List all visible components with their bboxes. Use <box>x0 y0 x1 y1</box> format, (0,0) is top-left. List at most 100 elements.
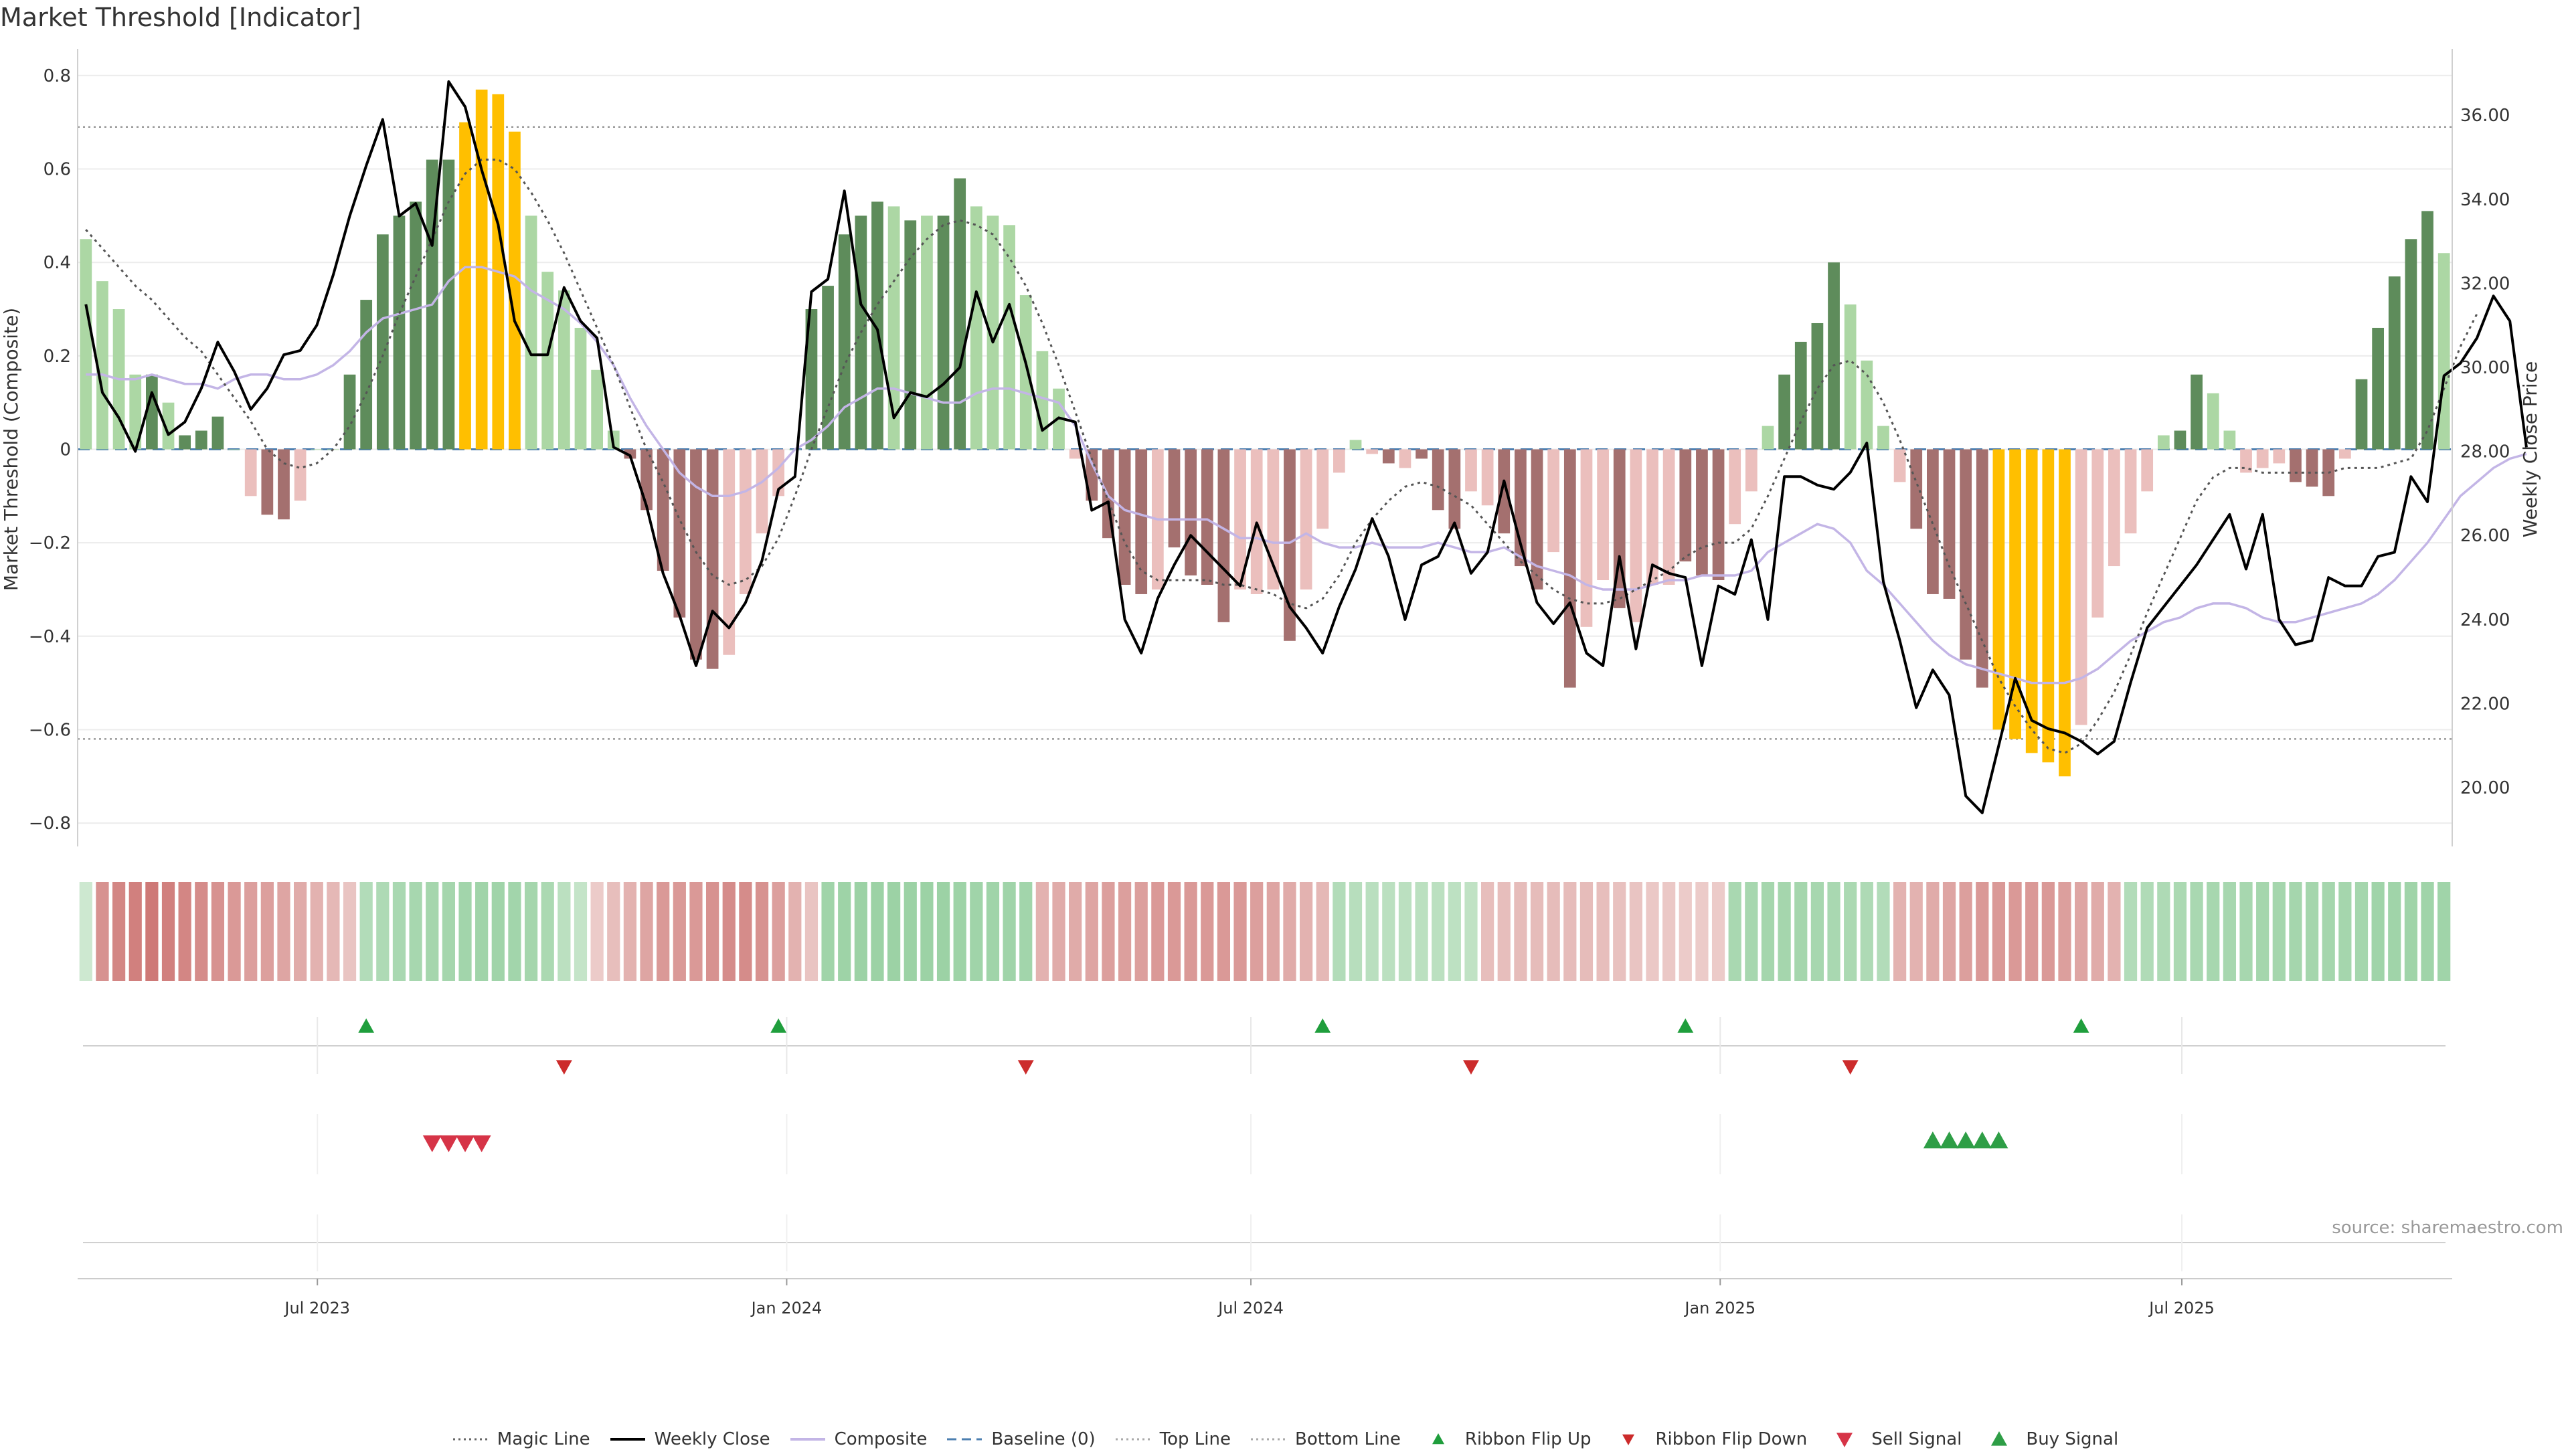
source-note: source: sharemaestro.com <box>2332 1218 2563 1238</box>
composite-bar <box>1448 449 1461 529</box>
ribbon-cell <box>1052 882 1065 981</box>
composite-bar <box>195 430 207 450</box>
left-tick-label: −0.8 <box>29 814 71 834</box>
composite-bar <box>1481 449 1494 506</box>
legend-swatch-icon <box>1115 1438 1150 1441</box>
legend-label: Weekly Close <box>654 1429 770 1449</box>
composite-bar <box>459 122 471 450</box>
ribbon-cell <box>1151 882 1165 981</box>
magic-line <box>85 159 2478 755</box>
ribbon-cell <box>986 882 1000 981</box>
ribbon-flip-up-marker <box>1677 1018 1694 1033</box>
ribbon-cell <box>2041 882 2055 981</box>
legend-label: Ribbon Flip Down <box>1655 1429 1808 1449</box>
right-tick-label: 24.00 <box>2460 610 2510 630</box>
x-axis: Jul 2023 Jan 2024 Jul 2024 Jan 2025 Jul 2025 <box>78 1278 2452 1317</box>
composite-bar <box>1745 449 1758 492</box>
composite-bar <box>2338 449 2351 459</box>
ribbon-cell <box>1481 882 1494 981</box>
reference-lines <box>78 126 2452 740</box>
composite-bar <box>2025 449 2038 753</box>
x-tick-label: Jan 2025 <box>1683 1299 1755 1317</box>
ribbon-cell <box>1184 882 1197 981</box>
composite-bar <box>756 449 768 534</box>
ribbon-cell <box>1959 882 1972 981</box>
ribbon-cell <box>854 882 867 981</box>
signal-panels <box>83 1017 2446 1271</box>
legend-label: Baseline (0) <box>991 1429 1096 1449</box>
x-tick-label: Jul 2024 <box>1217 1299 1284 1317</box>
composite-bar <box>657 449 669 571</box>
right-axis-title: Weekly Close Price <box>2519 361 2541 537</box>
ribbon-flip-down-marker <box>1462 1060 1479 1075</box>
ribbon-cell <box>2437 882 2451 981</box>
buy-signal-marker <box>1923 1131 1942 1149</box>
ribbon-cell <box>1679 882 1692 981</box>
legend-item: Top Line <box>1114 1429 1231 1449</box>
x-tick-label: Jan 2024 <box>750 1299 823 1317</box>
ribbon-flip-down-marker <box>1017 1060 1034 1075</box>
composite-bar <box>294 449 307 501</box>
composite-bar <box>2174 430 2187 450</box>
composite-bar <box>2059 449 2071 777</box>
ribbon-cell <box>1893 882 1907 981</box>
composite-bar <box>954 178 966 450</box>
left-tick-label: 0 <box>60 440 71 460</box>
buy-signal-marker <box>1940 1131 1959 1149</box>
ribbon-cell <box>310 882 323 981</box>
ribbon-cell <box>1563 882 1577 981</box>
composite-bar <box>393 215 406 450</box>
composite-bar <box>1729 449 1741 525</box>
ribbon-cell <box>1003 882 1016 981</box>
ribbon-cell <box>211 882 225 981</box>
ribbon-cell <box>491 882 505 981</box>
ribbon-cell <box>1019 882 1033 981</box>
ribbon-cell <box>1415 882 1428 981</box>
composite-bar <box>376 234 389 450</box>
composite-bar <box>1877 426 1889 450</box>
composite-bar <box>2223 430 2236 450</box>
legend-item: Baseline (0) <box>946 1429 1096 1449</box>
composite-bar <box>1828 262 1840 450</box>
ribbon-cell <box>1794 882 1808 981</box>
legend-item: Ribbon Flip Up <box>1420 1429 1591 1449</box>
ribbon-cell <box>2239 882 2253 981</box>
ribbon-cell <box>2388 882 2401 981</box>
ribbon-cell <box>1316 882 1329 981</box>
left-tick-label: −0.6 <box>29 720 71 740</box>
composite-bar <box>541 272 554 450</box>
left-axis-title: Market Threshold (Composite) <box>0 308 22 591</box>
composite-bar <box>1960 449 1972 660</box>
composite-line <box>86 266 2527 685</box>
ribbon-cell <box>128 882 142 981</box>
composite-bar <box>805 309 818 450</box>
ribbon-flip-up-marker <box>1314 1018 1331 1033</box>
ribbon-cell <box>79 882 92 981</box>
composite-bar <box>1333 449 1345 473</box>
ribbon-cell <box>1745 882 1758 981</box>
composite-bar <box>1712 449 1725 581</box>
ribbon-cell <box>376 882 390 981</box>
composite-bar <box>360 300 373 450</box>
ribbon-cell <box>508 882 521 981</box>
composite-bar <box>2437 253 2450 450</box>
legend-item: Magic Line <box>452 1429 590 1449</box>
legend-swatch-icon <box>1432 1433 1444 1445</box>
ribbon-cell <box>524 882 538 981</box>
chart-legend: Magic Line Weekly Close Composite Baseline … <box>0 1423 2570 1456</box>
sell-signal-marker <box>456 1135 475 1152</box>
composite-bar <box>1630 449 1642 622</box>
ribbon-cell <box>1877 882 1890 981</box>
composite-bar <box>509 131 521 450</box>
ribbon-cell <box>2421 882 2434 981</box>
ribbon-cell <box>2305 882 2319 981</box>
sell-signal-marker <box>422 1135 442 1152</box>
ribbon-cell <box>1464 882 1478 981</box>
composite-bar <box>1976 449 1988 688</box>
ribbon-cell <box>821 882 835 981</box>
left-tick-label: −0.2 <box>29 533 71 553</box>
ribbon-cell <box>1909 882 1923 981</box>
composite-bar <box>244 449 257 496</box>
legend-swatch-icon <box>610 1438 645 1441</box>
ribbon-cell <box>1695 882 1709 981</box>
